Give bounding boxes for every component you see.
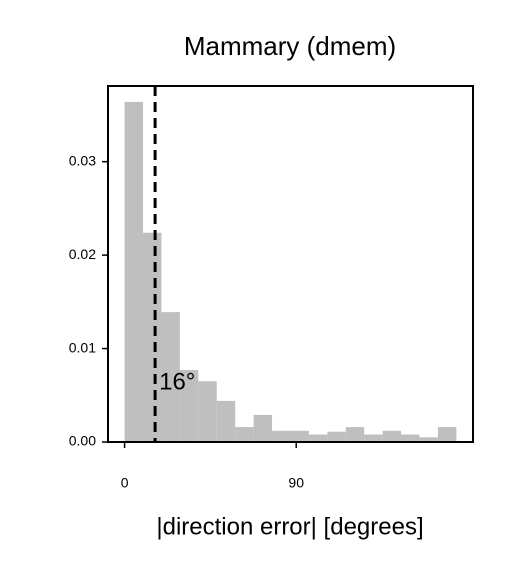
bar <box>290 430 309 442</box>
bar <box>216 400 236 442</box>
bar <box>235 427 254 442</box>
x-axis-label: |direction error| [degrees] <box>156 513 423 540</box>
bar <box>327 431 346 442</box>
y-tick-label: 0.02 <box>69 246 96 262</box>
chart-title: Mammary (dmem) <box>184 31 396 61</box>
y-tick-label: 0.01 <box>69 339 96 355</box>
annotation: 16° <box>159 368 195 395</box>
x-tick-label: 0 <box>121 475 129 491</box>
bar <box>308 434 328 442</box>
y-tick-label: 0.00 <box>69 433 96 449</box>
axes-frame <box>107 85 474 443</box>
bar <box>272 430 291 442</box>
bar <box>401 434 420 442</box>
bar <box>143 232 162 442</box>
bar <box>179 370 199 442</box>
bar <box>364 434 383 442</box>
bar <box>437 427 457 442</box>
bar <box>253 414 273 442</box>
bar <box>198 381 217 442</box>
x-tick-label: 90 <box>288 475 304 491</box>
bar <box>161 312 180 442</box>
bar <box>124 101 144 442</box>
y-tick-label: 0.03 <box>69 152 96 168</box>
bar <box>382 430 402 442</box>
bar <box>345 427 365 442</box>
bar <box>419 437 438 442</box>
